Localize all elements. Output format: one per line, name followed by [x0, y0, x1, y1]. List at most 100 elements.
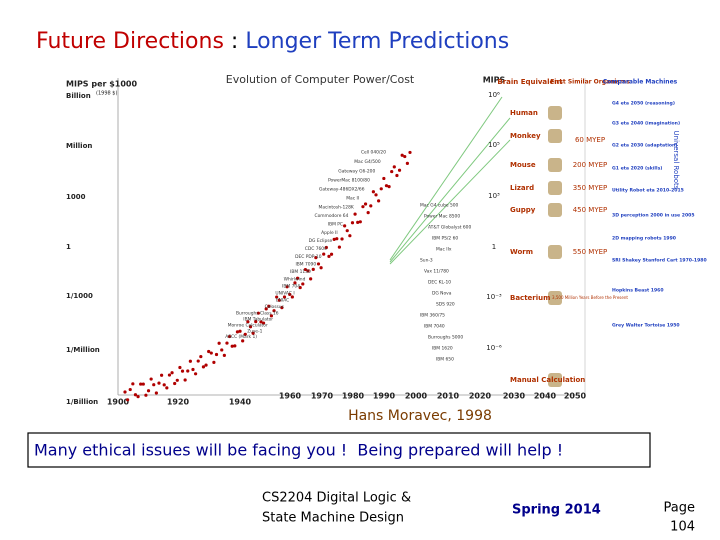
y-label: MIPS per $1000 [66, 80, 137, 89]
trend-dot [280, 306, 284, 310]
trend-dot [311, 267, 315, 271]
trend-dot [254, 320, 258, 324]
trend-dot [329, 252, 334, 256]
trend-dot [149, 377, 153, 381]
machine-point-label: Zuse-1 [247, 328, 262, 334]
machine-point-label: Commodore 64 [315, 213, 349, 219]
trend-dot [212, 360, 216, 364]
trend-dot [306, 269, 310, 273]
col-head: Comparable Machines [603, 79, 678, 86]
organism-icon [548, 158, 562, 172]
trend-dot [248, 325, 253, 329]
mips-tick: 10³ [488, 192, 500, 200]
machine-point-label: SDS 920 [436, 302, 455, 308]
trend-dot [139, 382, 143, 386]
y-tick-label: 1/1000 [66, 292, 93, 300]
x-tick-label: 1960 [279, 392, 302, 401]
figure-bg [57, 70, 680, 410]
trend-dot [377, 199, 381, 203]
trend-dot [285, 285, 289, 289]
trend-dot [186, 369, 190, 373]
trend-dot [395, 173, 399, 178]
trend-dot [337, 245, 342, 249]
y-tick-label: 1/Billion [66, 398, 98, 406]
machine-point-label: Monroe Calculator [228, 323, 268, 329]
trend-line [389, 139, 511, 265]
term: Spring 2014 [512, 503, 601, 518]
machine-point-label: UNIVAC I [275, 290, 294, 296]
trend-dot [227, 334, 232, 339]
trend-dot [144, 393, 148, 397]
trend-dot [293, 281, 297, 285]
machine: G3 eta 2040 (imagination) [612, 121, 680, 127]
trend-dot [175, 378, 179, 382]
machine-point-label: IBM PS/2 60 [432, 236, 458, 242]
machine-point-label: Apple II [321, 230, 337, 236]
organism-icon [548, 373, 562, 387]
trend-dot [243, 332, 247, 336]
machine-point-label: IBM 704 [282, 284, 300, 290]
trend-dot [405, 161, 409, 165]
organism: Human [510, 109, 538, 117]
trend-dot [314, 256, 318, 260]
side-label: Universal Robots [672, 131, 680, 190]
trend-dot [298, 285, 302, 290]
trend-dot [165, 386, 169, 390]
trend-dot [204, 363, 208, 367]
trend-dot [230, 344, 234, 348]
trend-dot [288, 292, 292, 297]
trend-dot [220, 348, 224, 352]
trend-dot [133, 393, 138, 397]
machine-point-label: AT&T Globalyst 600 [428, 225, 471, 231]
trend-dot [256, 311, 260, 315]
trend-dot [170, 371, 174, 375]
organism: Worm [510, 248, 533, 256]
trend-dot [207, 349, 211, 354]
machine: G4 eta 2050 (reasoning) [612, 101, 675, 107]
trend-dot [167, 373, 172, 377]
y-tick-label: Billion [66, 92, 91, 100]
machine: Utility Robot eta 2010-2015 [612, 188, 684, 194]
trend-dot [324, 245, 328, 250]
machine-point-label: Gateway G6-200 [338, 168, 375, 174]
trend-dot [269, 314, 274, 318]
slide-title: Future Directions : Longer Term Predicti… [36, 29, 509, 54]
trend-dot [233, 344, 237, 348]
machine-point-label: DG Eclipse [309, 238, 333, 244]
trend-dot [390, 169, 394, 174]
machine: Hopkins Beast 1960 [612, 288, 664, 294]
y-sublabel: (1998 $) [96, 91, 117, 97]
machine-point-label: IBM 1620 [432, 346, 453, 352]
x-tick-label: 2040 [534, 392, 557, 401]
trend-dot [136, 395, 140, 399]
trend-line [389, 117, 511, 263]
trend-dot [225, 341, 229, 345]
trend-dot [157, 381, 161, 385]
trend-dot [371, 190, 375, 194]
trend-dot [126, 398, 130, 402]
y-tick-label: 1000 [66, 193, 86, 201]
mips-tick: 10⁻⁶ [486, 344, 502, 352]
trend-dot [282, 295, 287, 299]
trend-dot [379, 187, 383, 191]
trend-dot [345, 229, 349, 233]
machine-point-label: Sun-3 [420, 258, 433, 264]
organism-icon [548, 106, 562, 120]
trend-dot [222, 353, 226, 357]
trend-dot [277, 298, 281, 302]
machine: 3D perception 2000 in use 2005 [612, 213, 695, 219]
mips-tick: 10⁵ [488, 141, 500, 149]
trend-dot [217, 341, 221, 345]
organism-mips: 350 MYEP [573, 184, 608, 192]
organism-icon [548, 129, 562, 143]
machine-point-label: Cell 040/20 [361, 150, 386, 156]
machine-point-label: Gateway-486DX2/66 [319, 187, 365, 193]
machine-point-label: DEC KL-10 [428, 280, 451, 286]
machine-point-label: Power Mac 8500 [424, 214, 460, 220]
organism: Lizard [510, 184, 534, 192]
trend-dot [340, 237, 344, 241]
machine-point-label: Mac G4 cube 500 [420, 203, 459, 209]
trend-dot [152, 383, 156, 387]
trend-dot [214, 352, 219, 357]
y-tick-label: 1 [66, 243, 71, 251]
